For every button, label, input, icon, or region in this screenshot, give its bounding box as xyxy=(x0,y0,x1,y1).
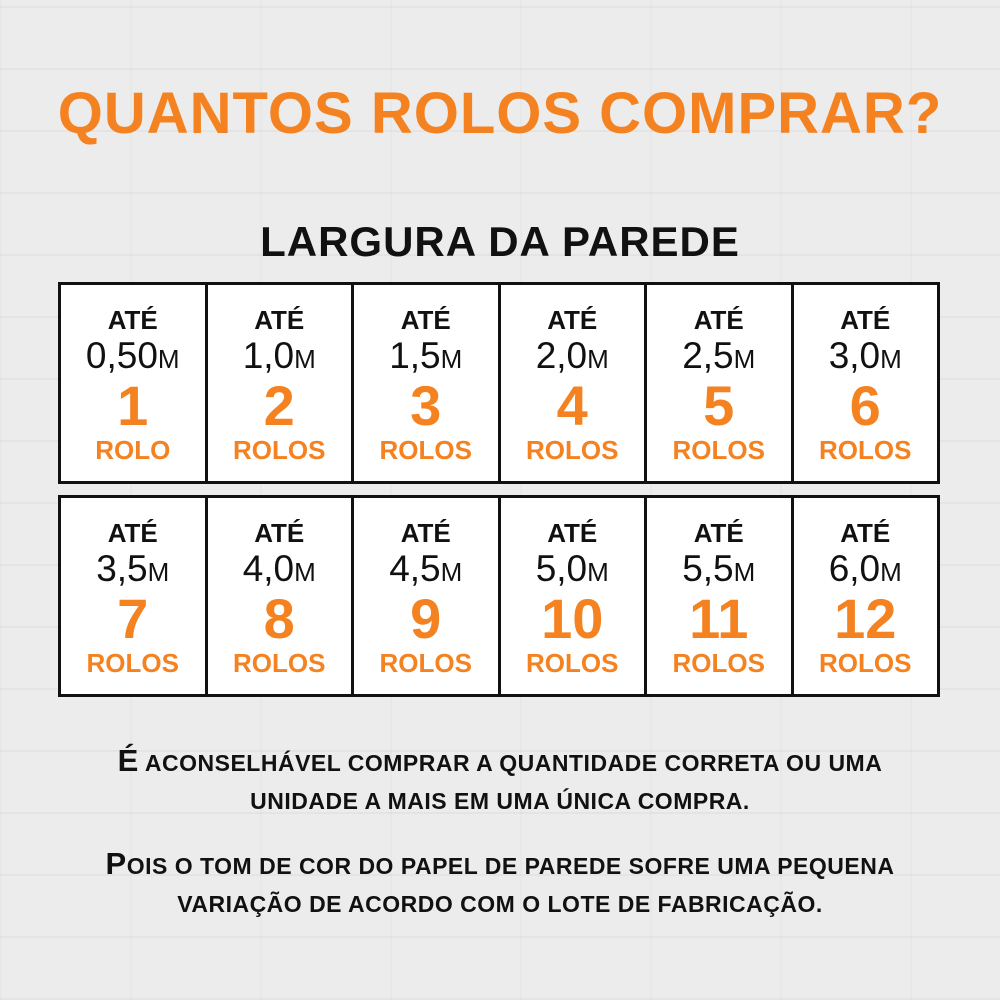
wall-width: 2,5M xyxy=(647,335,791,377)
roll-unit: ROLOS xyxy=(819,435,912,465)
roll-unit: ROLOS xyxy=(672,648,765,678)
width-value: 3,0 xyxy=(828,335,881,376)
unit-symbol: M xyxy=(733,557,756,587)
tone-variation-note: POIS O TOM DE COR DO PAPEL DE PAREDE SOF… xyxy=(0,845,1000,923)
table-heading: LARGURA DA PAREDE xyxy=(260,218,740,265)
page-title: QUANTOS ROLOS COMPRAR? xyxy=(57,81,943,146)
unit-symbol: M xyxy=(880,557,902,587)
unit-symbol: M xyxy=(587,557,609,587)
ate-label: ATÉ xyxy=(547,305,598,335)
ate-label: ATÉ xyxy=(400,518,451,548)
roll-unit: ROLOS xyxy=(526,648,619,678)
roll-unit: ROLOS xyxy=(819,648,912,678)
wall-width: 5,0M xyxy=(501,548,645,590)
roll-unit: ROLOS xyxy=(379,648,472,678)
note-line: UNIDADE A MAIS EM UMA ÚNICA COMPRA. xyxy=(250,788,750,814)
wall-width: 1,0M xyxy=(208,335,352,377)
table-row: ATÉ 3,5M 7 ROLOS ATÉ 4,0M 8 ROLOS ATÉ 4,5M 9 ROLOS A… xyxy=(58,495,940,697)
roll-count: 10 xyxy=(541,587,604,650)
roll-count: 9 xyxy=(410,587,442,650)
note-initial: É xyxy=(117,743,139,778)
width-value: 5,0 xyxy=(535,548,588,589)
ate-label: ATÉ xyxy=(547,518,598,548)
roll-count: 2 xyxy=(263,374,295,437)
roll-count: 6 xyxy=(849,374,881,437)
unit-symbol: M xyxy=(147,557,170,587)
width-value: 5,5 xyxy=(682,548,734,589)
wall-width: 1,5M xyxy=(354,335,498,377)
roll-cell: ATÉ 2,5M 5 ROLOS xyxy=(644,282,794,484)
roll-cell: ATÉ 3,5M 7 ROLOS xyxy=(58,495,208,697)
unit-symbol: M xyxy=(587,344,609,374)
width-value: 3,5 xyxy=(96,548,148,589)
roll-unit: ROLO xyxy=(95,435,171,465)
roll-cell: ATÉ 6,0M 12 ROLOS xyxy=(790,495,940,697)
roll-unit: ROLOS xyxy=(86,648,179,678)
roll-count: 11 xyxy=(689,587,749,650)
width-value: 0,50 xyxy=(85,335,158,376)
wall-width: 2,0M xyxy=(501,335,645,377)
wall-width: 5,5M xyxy=(647,548,791,590)
wall-width: 0,50M xyxy=(61,335,205,377)
note-initial: P xyxy=(105,846,127,881)
width-value: 1,5 xyxy=(389,335,441,376)
note-line: OIS O TOM DE COR DO PAPEL DE PAREDE SOFR… xyxy=(126,853,895,879)
roll-cell: ATÉ 3,0M 6 ROLOS xyxy=(790,282,940,484)
wall-width: 3,5M xyxy=(61,548,205,590)
roll-cell: ATÉ 5,5M 11 ROLOS xyxy=(644,495,794,697)
wall-width: 6,0M xyxy=(794,548,938,590)
wall-width: 3,0M xyxy=(794,335,938,377)
ate-label: ATÉ xyxy=(107,518,158,548)
ate-label: ATÉ xyxy=(107,305,158,335)
roll-unit: ROLOS xyxy=(233,648,326,678)
table-row: ATÉ 0,50M 1 ROLO ATÉ 1,0M 2 ROLOS ATÉ 1,5M 3 ROLOS A… xyxy=(58,282,940,484)
roll-cell: ATÉ 2,0M 4 ROLOS xyxy=(497,282,647,484)
ate-label: ATÉ xyxy=(254,305,305,335)
roll-unit: ROLOS xyxy=(526,435,619,465)
roll-count: 4 xyxy=(556,374,588,437)
roll-cell: ATÉ 4,0M 8 ROLOS xyxy=(204,495,354,697)
unit-symbol: M xyxy=(294,557,316,587)
ate-label: ATÉ xyxy=(693,305,744,335)
roll-unit: ROLOS xyxy=(233,435,326,465)
roll-count: 3 xyxy=(410,374,442,437)
note-line: VARIAÇÃO DE ACORDO COM O LOTE DE FABRICA… xyxy=(177,891,823,917)
unit-symbol: M xyxy=(157,344,180,374)
width-value: 6,0 xyxy=(828,548,881,589)
unit-symbol: M xyxy=(440,557,463,587)
advice-note: É ACONSELHÁVEL COMPRAR A QUANTIDADE CORR… xyxy=(0,742,1000,820)
roll-cell: ATÉ 5,0M 10 ROLOS xyxy=(497,495,647,697)
roll-count: 12 xyxy=(834,587,897,650)
note-line: ACONSELHÁVEL COMPRAR A QUANTIDADE CORRET… xyxy=(138,750,883,776)
roll-cell: ATÉ 0,50M 1 ROLO xyxy=(58,282,208,484)
width-value: 2,5 xyxy=(682,335,734,376)
roll-cell: ATÉ 1,5M 3 ROLOS xyxy=(351,282,501,484)
ate-label: ATÉ xyxy=(400,305,451,335)
ate-label: ATÉ xyxy=(840,518,891,548)
unit-symbol: M xyxy=(733,344,756,374)
roll-count: 8 xyxy=(263,587,295,650)
width-value: 2,0 xyxy=(535,335,588,376)
roll-cell: ATÉ 1,0M 2 ROLOS xyxy=(204,282,354,484)
wall-width: 4,0M xyxy=(208,548,352,590)
roll-count: 5 xyxy=(703,374,735,437)
roll-unit: ROLOS xyxy=(379,435,472,465)
roll-count: 1 xyxy=(117,374,149,437)
unit-symbol: M xyxy=(880,344,902,374)
ate-label: ATÉ xyxy=(693,518,744,548)
ate-label: ATÉ xyxy=(840,305,891,335)
unit-symbol: M xyxy=(294,344,316,374)
width-value: 4,5 xyxy=(389,548,441,589)
width-value: 4,0 xyxy=(242,548,295,589)
roll-cell: ATÉ 4,5M 9 ROLOS xyxy=(351,495,501,697)
width-value: 1,0 xyxy=(242,335,295,376)
unit-symbol: M xyxy=(440,344,463,374)
roll-count: 7 xyxy=(117,587,149,650)
roll-unit: ROLOS xyxy=(672,435,765,465)
ate-label: ATÉ xyxy=(254,518,305,548)
wall-width: 4,5M xyxy=(354,548,498,590)
